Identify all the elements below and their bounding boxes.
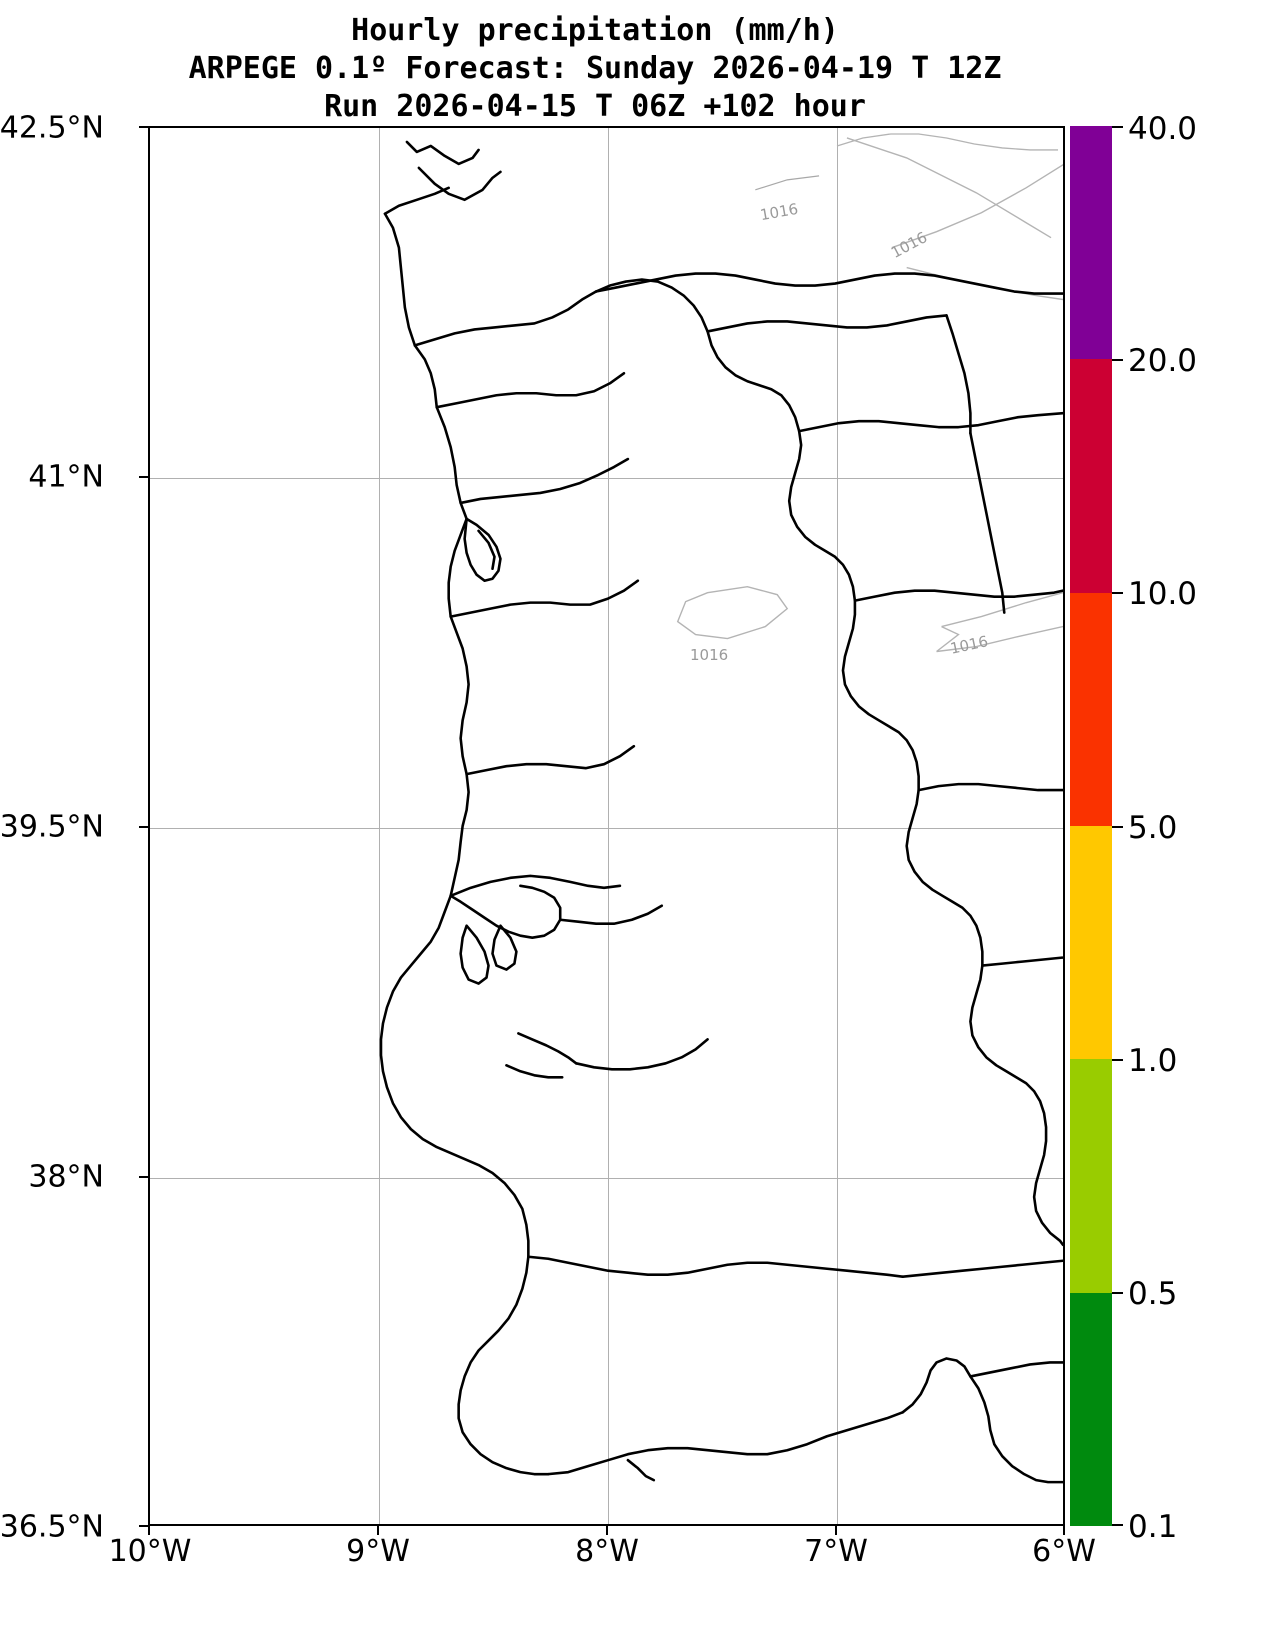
colorbar-segment-5-10 — [1070, 592, 1112, 826]
colorbar-tick-label-0p1: 0.1 — [1128, 1509, 1178, 1545]
colorbar-segment-20-40 — [1070, 126, 1112, 360]
ytick-mark-42p5n — [139, 126, 148, 128]
chart-title-forecast: ARPEGE 0.1º Forecast: Sunday 2026-04-19 … — [188, 51, 1002, 86]
colorbar-tick-mark-5 — [1112, 826, 1123, 828]
ytick-mark-41n — [139, 476, 148, 478]
gridline-lat-39p5n — [150, 828, 1063, 829]
colorbar-tick-label-40: 40.0 — [1128, 111, 1198, 147]
xtick-mark-7w — [835, 1526, 837, 1535]
xtick-mark-6w — [1063, 1526, 1065, 1535]
gridline-lat-38n — [150, 1178, 1063, 1179]
chart-title-main: Hourly precipitation (mm/h) — [351, 13, 839, 48]
colorbar-tick-label-10: 10.0 — [1128, 576, 1198, 612]
colorbar-tick-mark-0p5 — [1112, 1292, 1123, 1294]
ytick-label-41n: 41°N — [28, 459, 104, 495]
colorbar-tick-mark-1 — [1112, 1059, 1123, 1061]
isobar-contours — [676, 137, 1063, 653]
ytick-label-38n: 38°N — [28, 1159, 104, 1195]
map-geography-layer — [379, 133, 1063, 1484]
xtick-label-10w: 10°W — [108, 1534, 192, 1569]
country-and-district-borders — [379, 140, 1063, 1484]
gridline-lon-8w — [608, 128, 609, 1524]
colorbar-segment-10-20 — [1070, 359, 1112, 593]
colorbar-tick-mark-20 — [1112, 359, 1123, 361]
ytick-label-36p5n: 36.5°N — [0, 1509, 104, 1545]
xtick-label-6w: 6°W — [1032, 1534, 1096, 1569]
isobar-label-1016-c: 1016 — [690, 646, 729, 664]
colorbar-tick-mark-40 — [1112, 126, 1123, 128]
neighbouring-coastline — [836, 133, 1059, 151]
xtick-mark-8w — [606, 1526, 608, 1535]
ytick-label-39p5n: 39.5°N — [0, 809, 104, 845]
ytick-mark-38n — [139, 1176, 148, 1178]
ytick-mark-39p5n — [139, 826, 148, 828]
colorbar-segment-0p5-1 — [1070, 1059, 1112, 1293]
xtick-mark-9w — [377, 1526, 379, 1535]
map-plot-area: 1016 1016 1016 1016 — [148, 126, 1065, 1526]
ytick-mark-36p5n — [139, 1525, 148, 1527]
colorbar-tick-label-0p5: 0.5 — [1128, 1276, 1178, 1312]
chart-title-run: Run 2026-04-15 T 06Z +102 hour — [324, 89, 866, 124]
ytick-label-42p5n: 42.5°N — [0, 110, 104, 146]
colorbar-segment-1-5 — [1070, 826, 1112, 1060]
xtick-label-8w: 8°W — [575, 1534, 639, 1569]
isobar-contours-north — [755, 175, 820, 191]
gridline-lon-7w — [837, 128, 838, 1524]
colorbar-tick-mark-10 — [1112, 592, 1123, 594]
precipitation-colorbar — [1070, 126, 1112, 1526]
colorbar-tick-label-5: 5.0 — [1128, 810, 1178, 846]
xtick-label-9w: 9°W — [346, 1534, 410, 1569]
colorbar-segment-0p1-0p5 — [1070, 1292, 1112, 1526]
colorbar-tick-mark-0p1 — [1112, 1524, 1123, 1526]
gridline-lat-41n — [150, 478, 1063, 479]
gridline-lon-9w — [379, 128, 380, 1524]
xtick-mark-10w — [148, 1526, 150, 1535]
xtick-label-7w: 7°W — [804, 1534, 868, 1569]
colorbar-tick-label-1: 1.0 — [1128, 1043, 1178, 1079]
colorbar-tick-label-20: 20.0 — [1128, 343, 1198, 379]
chart-title-block: Hourly precipitation (mm/h) ARPEGE 0.1º … — [0, 12, 1190, 126]
